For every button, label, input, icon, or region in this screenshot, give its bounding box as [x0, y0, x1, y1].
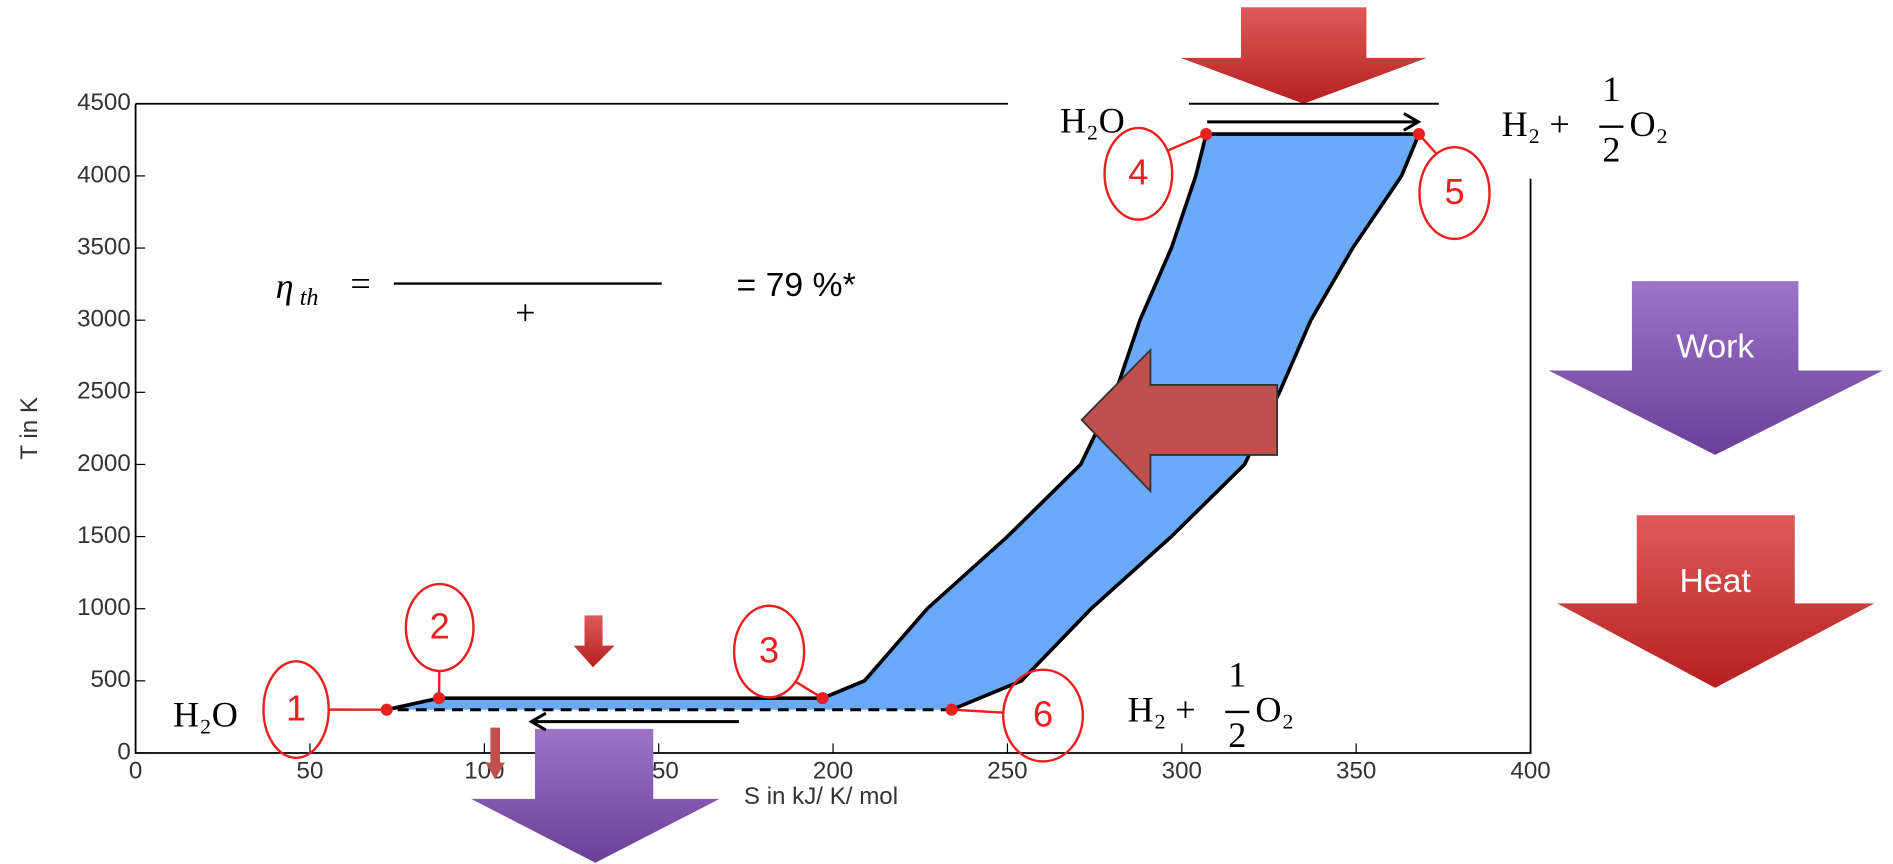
x-tick-label: 350	[1336, 758, 1376, 785]
page: {"chart_data": { "type": "area", "xlabel…	[0, 0, 1893, 864]
y-tick-label: 1500	[77, 522, 131, 549]
point-label: 5	[1444, 171, 1464, 212]
y-tick-label: 2500	[77, 378, 131, 405]
x-tick-label: 400	[1510, 758, 1550, 785]
x-tick-label: 0	[129, 758, 142, 785]
heat-label: Heat	[1680, 562, 1752, 600]
formula-result: = 79 %*	[737, 266, 856, 304]
chart: 0501001502002503003504000500100015002000…	[0, 0, 1893, 864]
species: 2	[1228, 715, 1246, 755]
overlay: Work Heat η th = + = 79 %* H₂O H₂O H₂ + …	[173, 7, 1883, 863]
formula-plus: +	[515, 292, 535, 332]
y-axis-label: T in K	[16, 397, 43, 460]
x-tick-label: 300	[1162, 758, 1202, 785]
y-tick-label: 2000	[77, 450, 131, 477]
y-tick-label: 500	[91, 666, 131, 693]
y-tick-label: 3500	[77, 233, 131, 260]
work-arrow-bottom	[471, 729, 720, 863]
x-tick-label: 200	[813, 758, 853, 785]
point-label: 3	[759, 629, 779, 670]
point-connector	[1168, 134, 1207, 151]
state-point	[817, 692, 829, 704]
formula-sub: th	[300, 284, 319, 311]
heat-input-arrow	[1181, 7, 1427, 104]
species: H₂O	[1060, 101, 1125, 141]
y-tick-label: 3000	[77, 306, 131, 333]
point-label: 4	[1128, 152, 1148, 193]
point-label: 1	[286, 687, 306, 728]
species: O₂	[1629, 104, 1668, 144]
formula-eq: =	[350, 264, 370, 304]
state-point	[1200, 128, 1212, 140]
species: H₂ +	[1128, 689, 1196, 729]
work-legend-arrow	[1549, 281, 1883, 455]
y-tick-label: 0	[117, 738, 130, 765]
y-tick-label: 1000	[77, 594, 131, 621]
process-arrow	[1207, 113, 1418, 130]
y-tick-label: 4000	[77, 161, 131, 188]
species: 1	[1228, 654, 1246, 694]
point-label: 6	[1033, 693, 1053, 734]
x-tick-label: 250	[987, 758, 1027, 785]
point-connector	[952, 710, 1004, 713]
x-tick-label: 50	[297, 758, 324, 785]
x-axis-label: S in kJ/ K/ mol	[744, 783, 898, 810]
species: O₂	[1255, 689, 1294, 729]
heat-legend-arrow	[1557, 515, 1874, 688]
state-point	[433, 692, 445, 704]
species: 1	[1602, 69, 1620, 109]
state-point	[946, 704, 958, 716]
small-heat-arrow	[574, 615, 615, 667]
species: H₂ +	[1502, 104, 1570, 144]
state-point	[381, 704, 393, 716]
process-arrow	[531, 713, 739, 730]
state-point	[1413, 128, 1425, 140]
formula-eta: η	[276, 266, 294, 306]
y-tick-label: 4500	[77, 89, 131, 116]
species: 2	[1602, 130, 1620, 170]
species: H₂O	[173, 694, 238, 734]
work-label: Work	[1676, 328, 1754, 366]
point-label: 2	[430, 605, 450, 646]
